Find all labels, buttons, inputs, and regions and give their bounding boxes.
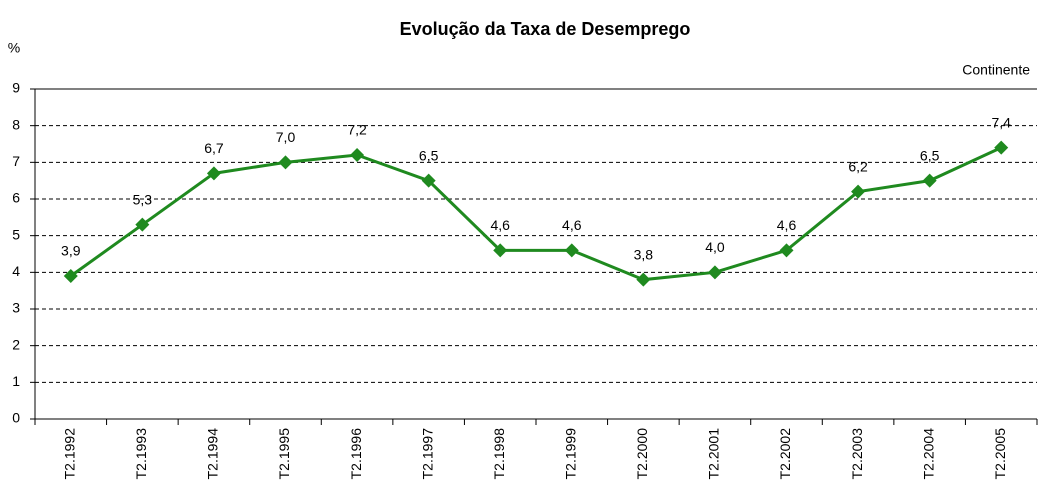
- x-tick-label: T2.2002: [777, 428, 793, 480]
- marker: [779, 243, 794, 258]
- x-tick-label: T2.1994: [205, 428, 221, 480]
- x-tick-label: T2.1992: [61, 428, 77, 480]
- data-label: 6,5: [419, 147, 439, 163]
- series-line: [69, 146, 1002, 282]
- data-label: 4,6: [562, 217, 582, 233]
- x-tick-label: T2.2001: [706, 428, 722, 480]
- data-label: 3,9: [61, 243, 81, 259]
- marker: [278, 155, 293, 170]
- x-tick-label: T2.2003: [849, 428, 865, 480]
- x-tick-label: T2.1998: [491, 428, 507, 480]
- y-tick-label: 9: [12, 80, 20, 96]
- y-tick-label: 4: [12, 263, 20, 279]
- data-label: 4,6: [490, 217, 510, 233]
- data-label: 4,0: [705, 239, 725, 255]
- marker: [922, 173, 937, 188]
- data-label: 7,0: [276, 129, 296, 145]
- data-label: 3,8: [634, 246, 654, 262]
- marker: [135, 217, 150, 232]
- data-label: 5,3: [133, 191, 153, 207]
- x-tick-label: T2.1997: [419, 428, 435, 480]
- marker: [564, 243, 579, 258]
- x-tick-label: T2.1999: [562, 428, 578, 480]
- x-tick-label: T2.1993: [133, 428, 149, 480]
- marker: [350, 148, 365, 162]
- y-axis-label: %: [8, 40, 20, 56]
- marker: [206, 166, 221, 181]
- marker: [421, 173, 436, 188]
- marker: [63, 269, 78, 283]
- x-tick-label: T2.2000: [634, 428, 650, 480]
- chart-title: Evolução da Taxa de Desemprego: [400, 19, 691, 39]
- x-tick-label: T2.1996: [348, 428, 364, 480]
- x-tick-label: T2.2005: [992, 428, 1008, 480]
- y-tick-label: 6: [12, 190, 20, 206]
- data-label: 6,2: [848, 158, 868, 174]
- marker: [636, 272, 651, 287]
- x-tick-label: T2.2004: [920, 428, 936, 480]
- data-label: 7,4: [991, 114, 1011, 130]
- y-tick-label: 1: [12, 373, 20, 389]
- y-tick-label: 7: [12, 153, 20, 169]
- data-label: 4,6: [777, 217, 797, 233]
- marker: [493, 243, 508, 258]
- y-tick-label: 2: [12, 336, 20, 352]
- x-tick-label: T2.1995: [276, 428, 292, 480]
- data-label: 7,2: [347, 122, 367, 138]
- legend-entry: Continente: [962, 62, 1030, 78]
- marker: [994, 140, 1009, 155]
- y-tick-label: 0: [12, 410, 20, 426]
- data-label: 6,7: [204, 140, 224, 156]
- marker: [851, 184, 866, 199]
- data-label: 6,5: [920, 147, 940, 163]
- y-tick-label: 3: [12, 300, 20, 316]
- y-tick-label: 8: [12, 116, 20, 132]
- y-tick-label: 5: [12, 226, 20, 242]
- marker: [707, 265, 722, 280]
